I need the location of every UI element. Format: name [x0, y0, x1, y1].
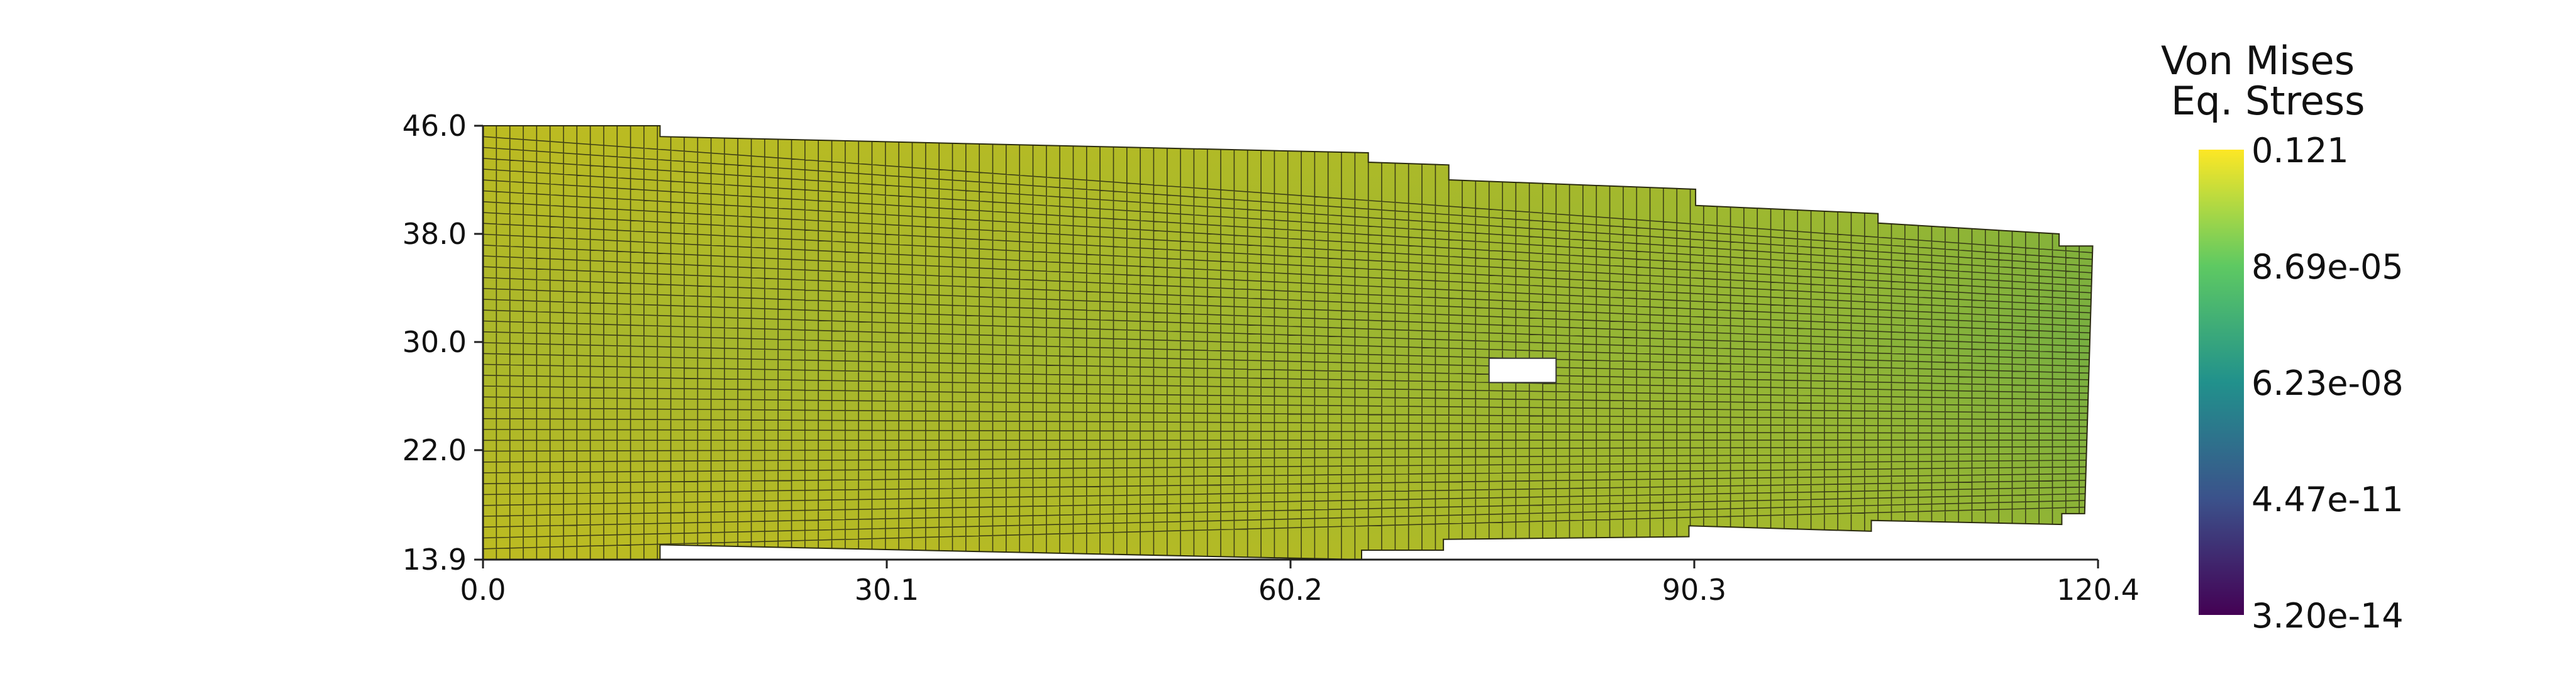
colorbar-tick-label: 0.121 — [2251, 131, 2349, 170]
mesh-hole — [1488, 357, 1557, 384]
y-tick-label: 46.0 — [402, 109, 467, 143]
x-tick-label: 90.3 — [1662, 573, 1726, 607]
mesh-body — [482, 125, 2094, 561]
x-tick-label: 120.4 — [2057, 573, 2140, 607]
y-tick-label: 13.9 — [402, 543, 467, 577]
x-tick-label: 60.2 — [1258, 573, 1323, 607]
y-tick-label: 30.0 — [402, 325, 467, 359]
colorbar-tick-label: 8.69e-05 — [2251, 247, 2404, 287]
mesh-outline — [482, 125, 2094, 561]
x-tick-label: 0.0 — [460, 573, 506, 607]
y-tick-label: 38.0 — [402, 217, 467, 251]
colorbar-title-line-1: Von Mises — [2161, 38, 2355, 84]
colorbar-bar — [2199, 150, 2244, 615]
colorbar-tick-label: 4.47e-11 — [2251, 480, 2404, 519]
mesh-grid-lines — [483, 126, 2093, 560]
colorbar: Von Mises Eq. Stress 0.121 8.69e-05 6.23e-… — [2161, 38, 2404, 636]
colorbar-title-line-2: Eq. Stress — [2171, 78, 2365, 124]
x-tick-label: 30.1 — [855, 573, 919, 607]
mesh-grid-path — [483, 126, 2093, 560]
x-axis: 0.0 30.1 60.2 90.3 120.4 — [460, 558, 2140, 607]
colorbar-tick-label: 6.23e-08 — [2251, 363, 2404, 403]
colorbar-tick-label: 3.20e-14 — [2251, 596, 2404, 636]
y-axis: 13.9 22.0 30.0 38.0 46.0 — [402, 109, 484, 577]
y-tick-label: 22.0 — [402, 433, 467, 467]
